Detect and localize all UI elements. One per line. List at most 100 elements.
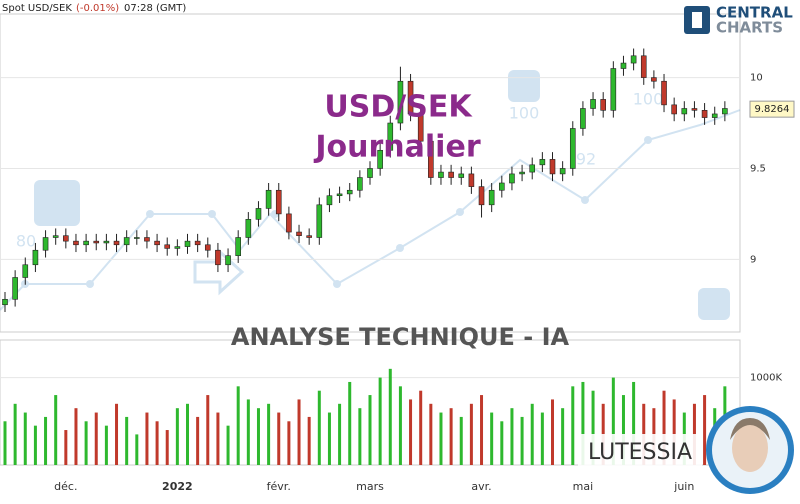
volume-bar	[297, 399, 301, 465]
candle-body	[215, 249, 221, 266]
volume-bar	[409, 399, 413, 465]
overlay-title: USD/SEK	[324, 90, 473, 125]
candle-body	[681, 108, 688, 115]
plot: 9 9.5 10 1000K déc. 2022 févr. mars avr. mai juin 9…	[0, 48, 795, 493]
volume-bar	[186, 403, 189, 465]
watermark-number: 80	[16, 232, 36, 251]
change: (-0.01%)	[76, 3, 119, 14]
candle-body	[93, 240, 100, 244]
candle-body	[286, 213, 292, 233]
last-price-label: 9.8264	[755, 104, 790, 115]
candle-body	[255, 208, 262, 220]
volume-bar	[206, 395, 210, 465]
candle-body	[225, 255, 231, 266]
candle-body	[265, 189, 272, 209]
volume-bar	[246, 399, 250, 465]
candle-body	[83, 240, 89, 246]
volume-bar	[459, 416, 463, 465]
last-price-box	[749, 100, 795, 118]
volume-bar	[490, 412, 494, 465]
candle-body	[73, 240, 79, 246]
watermark-number: 100	[509, 104, 540, 123]
candle-body	[184, 240, 191, 247]
candle-body	[134, 237, 140, 239]
candle-body	[468, 173, 475, 187]
candle-body	[12, 277, 18, 300]
volume-bar	[115, 403, 119, 465]
volume-bar	[500, 421, 504, 465]
candle-body	[326, 195, 333, 206]
candle-body	[711, 113, 718, 118]
candle-body	[154, 240, 160, 246]
candle-body	[539, 159, 546, 166]
watermark-number: 100	[633, 90, 664, 109]
volume-bar	[267, 403, 271, 465]
volume-bar	[632, 381, 636, 465]
candle-body	[387, 122, 394, 151]
volume-bar	[145, 412, 149, 465]
candle-body	[458, 173, 465, 178]
volume-bar	[226, 425, 230, 465]
candle-body	[52, 235, 59, 238]
volume-bar	[429, 403, 433, 465]
candle-body	[377, 149, 383, 169]
candle-body	[509, 173, 515, 184]
candle-body	[144, 237, 150, 242]
banner: ANALYSE TECHNIQUE - IA	[231, 323, 570, 351]
volume-bar	[621, 395, 625, 465]
y-tick-label: 9	[750, 254, 756, 265]
brand-box	[578, 434, 702, 470]
candle-body	[590, 99, 596, 109]
volume-bar	[125, 416, 129, 465]
volume-bar	[165, 430, 169, 465]
volume-bar	[338, 403, 342, 465]
x-tick-label: févr.	[267, 480, 291, 493]
brand: LUTESSIA	[588, 440, 692, 465]
volume-bar	[175, 408, 179, 465]
candle-body	[569, 128, 576, 169]
volume-bar	[348, 381, 352, 465]
candle-body	[580, 108, 586, 129]
candle-body	[488, 189, 495, 206]
volume-bar	[287, 421, 291, 465]
candle-body	[691, 108, 698, 111]
volume-bar	[23, 412, 27, 465]
volume-bar	[388, 368, 392, 465]
candle-body	[630, 55, 637, 64]
volume-bar	[510, 408, 514, 465]
x-tick-label: avr.	[471, 480, 491, 493]
candle-body	[600, 99, 606, 111]
volume-bar	[13, 403, 17, 465]
volume-bar	[155, 421, 159, 465]
volume-bar	[368, 395, 372, 465]
symbol: Spot USD/SEK	[2, 3, 72, 14]
volume-bar	[540, 412, 544, 465]
volume-bar	[307, 416, 311, 465]
candle-body	[610, 68, 617, 111]
x-tick-label: juin	[673, 480, 694, 493]
candle-body	[407, 80, 414, 115]
candle-body	[174, 246, 181, 249]
volume-bar	[378, 377, 382, 465]
candle-body	[316, 204, 323, 238]
candle-body	[367, 168, 373, 178]
volume-bar	[672, 399, 676, 465]
volume-bar	[216, 412, 220, 465]
volume-bar	[104, 425, 108, 465]
x-tick-label: 2022	[162, 480, 193, 493]
volume-bar	[74, 408, 78, 465]
candle-body	[499, 182, 505, 191]
candle-body	[549, 159, 556, 175]
volume-bar	[358, 408, 362, 465]
y-tick-label: 1000K	[750, 373, 782, 384]
volume-bar	[439, 412, 443, 465]
volume-bar	[520, 416, 524, 465]
volume-bar	[662, 390, 666, 465]
candle-body	[417, 113, 424, 142]
candle-body	[651, 77, 657, 82]
volume-bar	[135, 434, 139, 465]
candle-body	[428, 140, 434, 178]
volume-bar	[480, 395, 484, 465]
volume-bar	[551, 399, 554, 465]
